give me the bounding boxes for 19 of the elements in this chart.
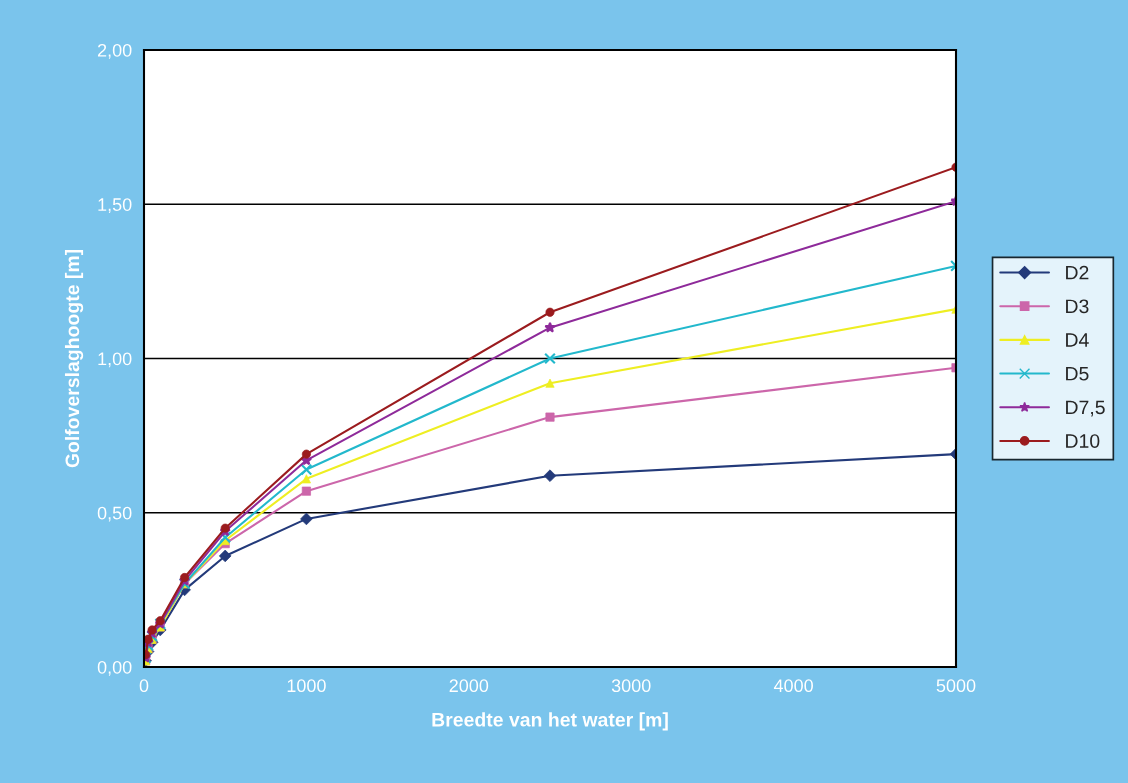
legend-label: D5: [1066, 366, 1089, 381]
y-tick-label: 0,00: [97, 660, 132, 676]
x-tick-label: 2000: [449, 679, 489, 693]
legend-label: D3: [1066, 299, 1089, 314]
legend-label: D10: [1066, 434, 1100, 448]
x-tick-label: 0: [139, 679, 149, 693]
legend-label: D2: [1066, 265, 1089, 280]
x-tick-label: 3000: [611, 679, 651, 693]
legend-label: D4: [1066, 333, 1089, 347]
x-tick-label: 1000: [287, 679, 326, 693]
legend-label: D7,5: [1066, 400, 1105, 417]
x-tick-label: 4000: [773, 679, 813, 693]
y-tick-label: 2,00: [97, 43, 132, 59]
y-tick-label: 1,00: [98, 352, 132, 368]
x-axis-title: Breedte van het water [m]: [432, 712, 668, 731]
y-tick-label: 0,50: [97, 506, 132, 522]
x-tick-label: 5000: [936, 679, 976, 693]
y-axis-title: Golfoverslaghoogte [m]: [64, 249, 84, 468]
y-tick-label: 1,50: [98, 198, 132, 214]
